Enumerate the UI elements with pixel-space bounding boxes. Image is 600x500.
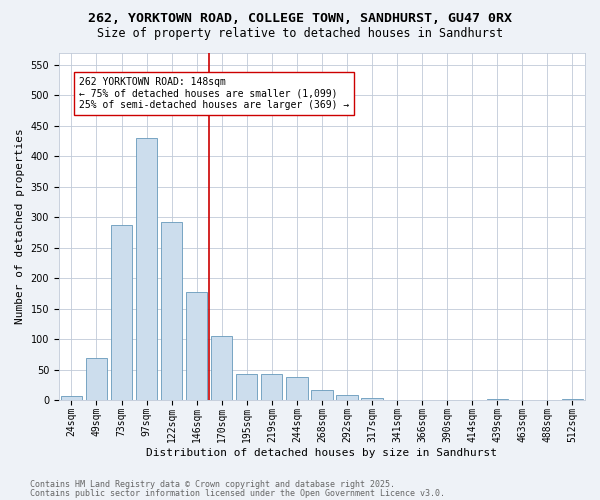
Bar <box>236 374 257 400</box>
Bar <box>487 398 508 400</box>
Bar <box>211 336 232 400</box>
Bar <box>562 398 583 400</box>
Bar <box>136 138 157 400</box>
Text: Contains HM Land Registry data © Crown copyright and database right 2025.: Contains HM Land Registry data © Crown c… <box>30 480 395 489</box>
Bar <box>286 377 308 400</box>
Bar <box>337 395 358 400</box>
Bar <box>186 292 208 401</box>
Bar <box>261 374 283 400</box>
Text: 262 YORKTOWN ROAD: 148sqm
← 75% of detached houses are smaller (1,099)
25% of se: 262 YORKTOWN ROAD: 148sqm ← 75% of detac… <box>79 77 349 110</box>
Bar <box>86 358 107 401</box>
Bar <box>61 396 82 400</box>
Text: 262, YORKTOWN ROAD, COLLEGE TOWN, SANDHURST, GU47 0RX: 262, YORKTOWN ROAD, COLLEGE TOWN, SANDHU… <box>88 12 512 26</box>
Text: Contains public sector information licensed under the Open Government Licence v3: Contains public sector information licen… <box>30 488 445 498</box>
Y-axis label: Number of detached properties: Number of detached properties <box>15 128 25 324</box>
Text: Size of property relative to detached houses in Sandhurst: Size of property relative to detached ho… <box>97 28 503 40</box>
Bar <box>161 222 182 400</box>
Bar <box>311 390 332 400</box>
Bar <box>361 398 383 400</box>
X-axis label: Distribution of detached houses by size in Sandhurst: Distribution of detached houses by size … <box>146 448 497 458</box>
Bar <box>111 224 132 400</box>
